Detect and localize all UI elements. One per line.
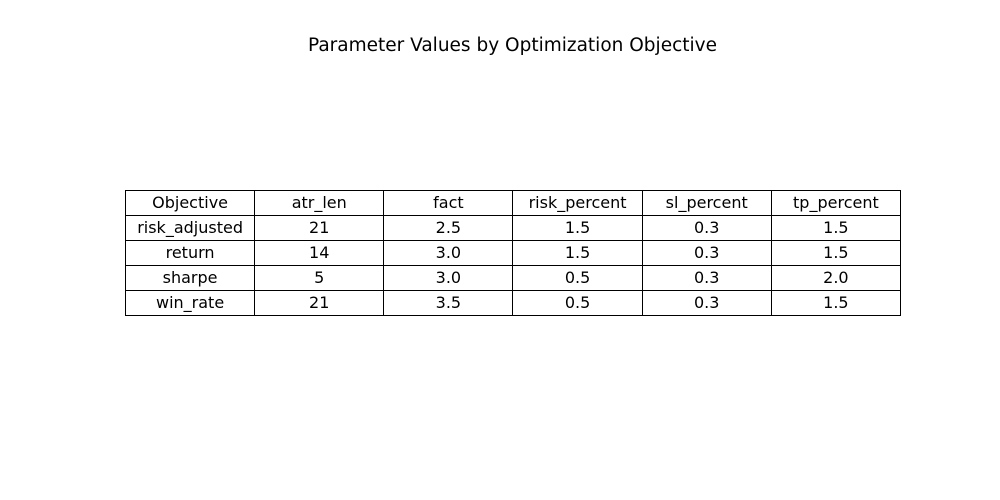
header-sl-percent: sl_percent [641,190,772,216]
table-cell: 2.5 [383,215,514,241]
table-cell: 21 [254,215,385,241]
table-cell: 2.0 [770,265,902,291]
table-cell: return [124,240,256,266]
header-atr-len: atr_len [254,190,385,216]
table-cell: 0.5 [512,265,643,291]
table-cell: 0.3 [641,290,772,316]
table-cell: 14 [254,240,385,266]
table-cell: 3.0 [383,240,514,266]
header-risk-percent: risk_percent [512,190,643,216]
table-cell: 1.5 [512,215,643,241]
table-cell: 0.3 [641,240,772,266]
chart-title: Parameter Values by Optimization Objecti… [308,35,717,56]
table-cell: win_rate [124,290,256,316]
header-fact: fact [383,190,514,216]
table-cell: 1.5 [512,240,643,266]
table-cell: 5 [254,265,385,291]
table-row: win_rate 21 3.5 0.5 0.3 1.5 [124,290,902,316]
table-cell: 3.0 [383,265,514,291]
table-cell: 3.5 [383,290,514,316]
parameter-table: Objective atr_len fact risk_percent sl_p… [124,190,902,316]
header-tp-percent: tp_percent [770,190,902,216]
table-cell: 1.5 [770,215,902,241]
table-cell: risk_adjusted [124,215,256,241]
table-cell: sharpe [124,265,256,291]
table-cell: 1.5 [770,240,902,266]
table-cell: 21 [254,290,385,316]
table-row: risk_adjusted 21 2.5 1.5 0.3 1.5 [124,215,902,241]
table-header-row: Objective atr_len fact risk_percent sl_p… [124,190,902,216]
table-cell: 0.3 [641,215,772,241]
table-cell: 1.5 [770,290,902,316]
table-cell: 0.3 [641,265,772,291]
table-cell: 0.5 [512,290,643,316]
header-objective: Objective [124,190,256,216]
table-row: sharpe 5 3.0 0.5 0.3 2.0 [124,265,902,291]
table-row: return 14 3.0 1.5 0.3 1.5 [124,240,902,266]
